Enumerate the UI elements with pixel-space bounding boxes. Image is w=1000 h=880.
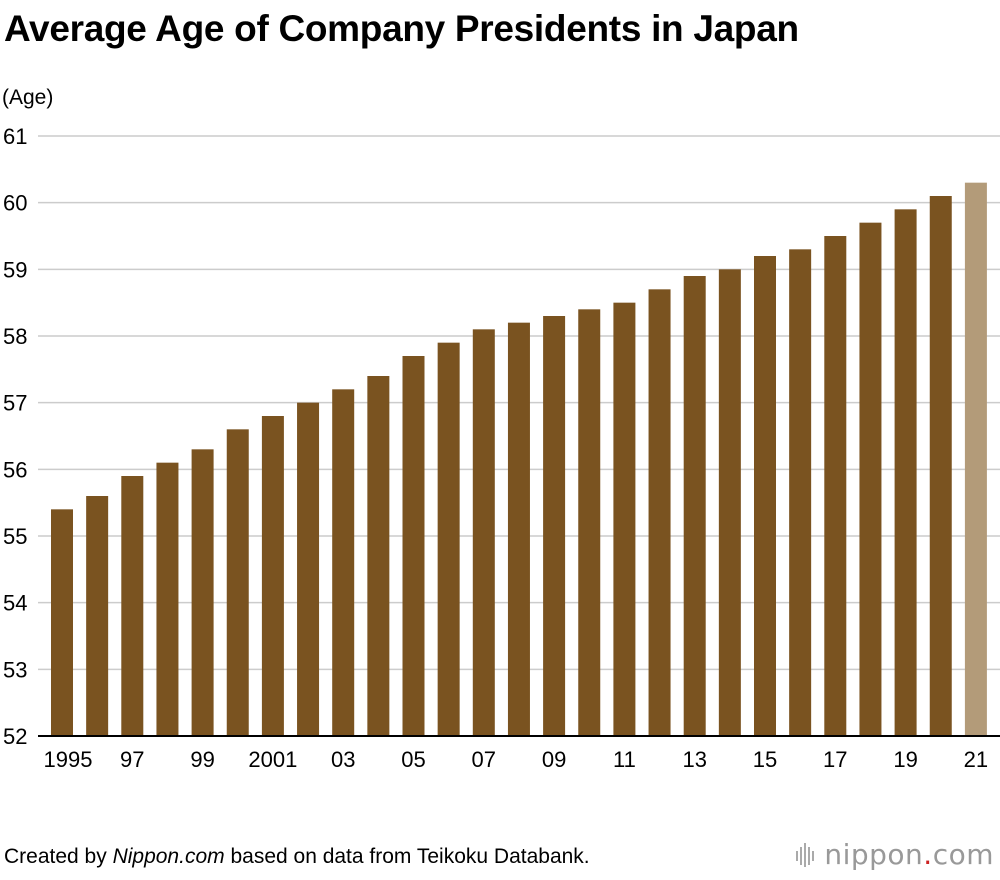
source-prefix: Created by: [4, 845, 113, 868]
y-tick-label: 54: [3, 591, 27, 616]
bar-2014: [718, 269, 741, 736]
bar-2003: [332, 389, 355, 736]
logo-word-nippon: nippon: [824, 838, 924, 871]
bar-2011: [613, 302, 636, 736]
x-tick-label: 11: [613, 747, 636, 772]
bar-2002: [297, 402, 320, 736]
bar-2017: [824, 236, 847, 736]
bars-logo-icon: [796, 842, 815, 867]
bar-2021: [964, 182, 987, 736]
y-tick-label: 58: [3, 324, 27, 349]
y-tick-label: 59: [3, 257, 27, 282]
source-suffix: based on data from Teikoku Databank.: [224, 845, 590, 868]
bar-chart: 52 53 54 55 56 57 58 59 60 61 (Age) 1995 97 99 2001 0…: [2, 86, 1000, 772]
bar-1997: [121, 476, 144, 736]
logo-text: nippon.com: [824, 838, 994, 871]
x-tick-label: 03: [331, 747, 355, 772]
bar-2008: [507, 322, 530, 736]
bar-2000: [226, 429, 249, 736]
bar-2005: [402, 356, 425, 736]
x-axis-ticks: 1995 97 99 2001 03 05 07 09 11 13 15 17 19 21: [44, 747, 989, 772]
y-tick-label: 60: [3, 191, 27, 216]
x-tick-label: 17: [823, 747, 847, 772]
x-tick-label: 07: [472, 747, 496, 772]
y-axis-label: (Age): [2, 86, 53, 109]
bar-2016: [789, 249, 812, 737]
x-tick-label: 19: [893, 747, 917, 772]
bar-2004: [367, 376, 390, 736]
bars: [51, 182, 987, 737]
y-axis-ticks: 52 53 54 55 56 57 58 59 60 61: [3, 124, 27, 749]
bar-2015: [754, 256, 776, 736]
x-tick-label: 97: [120, 747, 144, 772]
x-tick-label: 1995: [44, 747, 93, 772]
bar-2018: [859, 222, 882, 736]
bar-2009: [543, 316, 566, 736]
y-tick-label: 61: [3, 124, 27, 149]
logo-dot: .: [923, 838, 933, 871]
x-tick-label: 13: [682, 747, 706, 772]
bar-2012: [648, 289, 671, 736]
x-tick-label: 05: [401, 747, 425, 772]
y-tick-label: 56: [3, 457, 27, 482]
chart-title: Average Age of Company Presidents in Jap…: [4, 8, 799, 49]
logo-word-com: com: [932, 838, 994, 871]
nippon-logo: nippon.com: [794, 838, 994, 871]
bar-2013: [683, 276, 706, 736]
y-tick-label: 55: [3, 524, 27, 549]
source-site: Nippon.com: [112, 845, 225, 868]
x-tick-label: 2001: [248, 747, 297, 772]
bar-2020: [929, 196, 952, 736]
bar-1995: [51, 509, 73, 736]
y-tick-label: 57: [3, 391, 27, 416]
bar-2019: [894, 209, 917, 737]
bar-1996: [86, 496, 109, 736]
x-tick-label: 21: [964, 747, 988, 772]
source-note: Created by Nippon.com based on data from…: [4, 845, 590, 869]
bar-2006: [437, 342, 460, 736]
bar-2001: [261, 416, 284, 736]
bar-2007: [472, 329, 495, 736]
y-tick-label: 52: [3, 724, 27, 749]
bar-2010: [578, 309, 601, 736]
y-tick-label: 53: [3, 657, 27, 682]
bar-1999: [191, 449, 214, 736]
bar-1998: [156, 462, 179, 736]
x-tick-label: 99: [190, 747, 214, 772]
x-tick-label: 09: [542, 747, 566, 772]
x-tick-label: 15: [753, 747, 777, 772]
